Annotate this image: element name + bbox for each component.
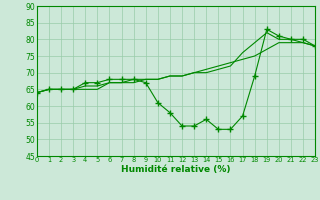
X-axis label: Humidité relative (%): Humidité relative (%): [121, 165, 231, 174]
